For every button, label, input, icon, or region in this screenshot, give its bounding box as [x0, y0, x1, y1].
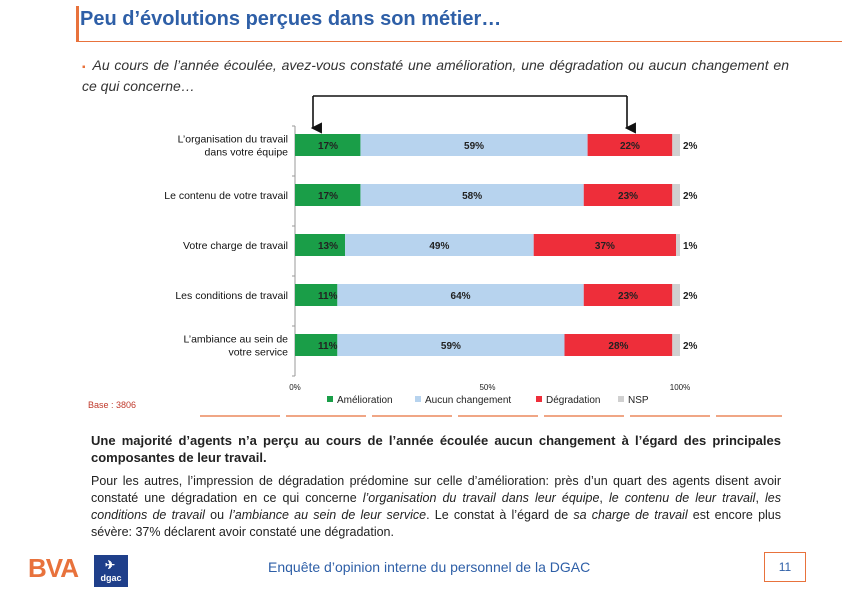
- bar-nsp: [672, 184, 680, 206]
- data-label-amelioration: 13%: [318, 241, 338, 252]
- bar-nsp: [676, 234, 680, 256]
- category-label: Le contenu de votre travail: [164, 190, 288, 202]
- question-text: Au cours de l’année écoulée, avez-vous c…: [82, 57, 789, 94]
- legend-swatch-amelioration: [327, 396, 333, 402]
- detail-paragraph: Pour les autres, l’impression de dégrada…: [91, 473, 781, 541]
- bar-degradation: [533, 234, 677, 256]
- title-frame: [76, 6, 842, 42]
- data-label-amelioration: 17%: [318, 141, 338, 152]
- bva-logo: BVA: [28, 553, 79, 583]
- dgac-logo-text: dgac: [100, 573, 122, 583]
- data-label-amelioration: 11%: [318, 341, 338, 352]
- bar-amelioration: [295, 134, 361, 156]
- bar-nsp: [672, 284, 680, 306]
- detail-text-4: ou: [204, 508, 230, 522]
- data-label-amelioration: 11%: [318, 291, 338, 302]
- detail-text-2: ,: [599, 491, 609, 505]
- survey-question: ▪ Au cours de l’année écoulée, avez-vous …: [82, 56, 789, 95]
- bar-amelioration: [295, 334, 338, 356]
- bar-amelioration: [295, 184, 361, 206]
- page-number: 11: [764, 552, 806, 582]
- data-label-nsp: 1%: [683, 241, 698, 252]
- bird-icon: ✈: [105, 558, 116, 572]
- bar-aucun: [345, 234, 534, 256]
- bar-aucun: [337, 284, 584, 306]
- bar-degradation: [564, 334, 673, 356]
- detail-italic-5: sa charge de travail: [573, 508, 688, 522]
- data-label-nsp: 2%: [683, 141, 698, 152]
- detail-italic-4: l’ambiance au sein de leur service: [229, 508, 427, 522]
- bar-amelioration: [295, 284, 338, 306]
- bar-nsp: [672, 134, 680, 156]
- bar-degradation: [583, 284, 673, 306]
- bar-aucun: [337, 334, 565, 356]
- legend-label-amelioration: Amélioration: [337, 395, 393, 406]
- detail-text-5: . Le constat à l’égard de: [426, 508, 574, 522]
- detail-italic-1: l’organisation du travail dans leur équi…: [362, 491, 600, 505]
- x-tick-label: 100%: [670, 383, 690, 392]
- bar-degradation: [583, 184, 673, 206]
- data-label-degradation: 37%: [595, 241, 615, 252]
- x-tick-label: 50%: [479, 383, 495, 392]
- data-label-amelioration: 17%: [318, 191, 338, 202]
- legend-swatch-degradation: [536, 396, 542, 402]
- page-title: Peu d’évolutions perçues dans son métier…: [80, 8, 502, 30]
- data-label-degradation: 23%: [618, 191, 638, 202]
- detail-italic-2: le contenu de leur travail: [608, 491, 756, 505]
- bullet-icon: ▪: [82, 62, 87, 73]
- category-label: L’ambiance au sein de: [184, 334, 289, 346]
- detail-text-1: Pour les autres, l’impression de dégrada…: [91, 474, 781, 505]
- data-label-aucun: 49%: [429, 241, 449, 252]
- x-tick-label: 0%: [289, 383, 301, 392]
- base-note: Base : 3806: [88, 400, 137, 410]
- data-label-aucun: 58%: [462, 191, 482, 202]
- data-label-degradation: 28%: [608, 341, 628, 352]
- data-label-aucun: 59%: [441, 341, 461, 352]
- detail-italic-3: les conditions de travail: [91, 491, 781, 522]
- detail-text-3: ,: [755, 491, 765, 505]
- bar-amelioration: [295, 234, 346, 256]
- bar-nsp: [672, 334, 680, 356]
- dgac-logo: ✈ dgac: [94, 555, 128, 587]
- data-label-degradation: 22%: [620, 141, 640, 152]
- stacked-bar-chart: 17% 59% 22% 2% L’organisation du travaildans…: [164, 95, 782, 417]
- detail-text-6: est encore plus sévère: 37% déclarent av…: [91, 508, 781, 539]
- data-label-aucun: 59%: [464, 141, 484, 152]
- data-label-nsp: 2%: [683, 291, 698, 302]
- category-label: L’organisation du travail: [178, 134, 288, 146]
- data-label-nsp: 2%: [683, 191, 698, 202]
- legend-label-nsp: NSP: [628, 395, 649, 406]
- bar-aucun: [360, 134, 588, 156]
- legend-swatch-aucun: [415, 396, 421, 402]
- bar-degradation: [587, 134, 673, 156]
- legend-swatch-nsp: [618, 396, 624, 402]
- conclusion-text: Une majorité d’agents n’a perçu au cours…: [91, 433, 781, 465]
- legend-label-degradation: Dégradation: [546, 395, 600, 406]
- footer-text: Enquête d’opinion interne du personnel d…: [268, 559, 591, 575]
- category-label: Votre charge de travail: [183, 240, 288, 252]
- bar-aucun: [360, 184, 584, 206]
- category-label: dans votre équipe: [205, 147, 289, 159]
- data-label-nsp: 2%: [683, 341, 698, 352]
- data-label-degradation: 23%: [618, 291, 638, 302]
- category-label: Les conditions de travail: [175, 290, 288, 302]
- data-label-aucun: 64%: [451, 291, 471, 302]
- category-label: votre service: [228, 347, 288, 359]
- legend-label-aucun: Aucun changement: [425, 395, 511, 406]
